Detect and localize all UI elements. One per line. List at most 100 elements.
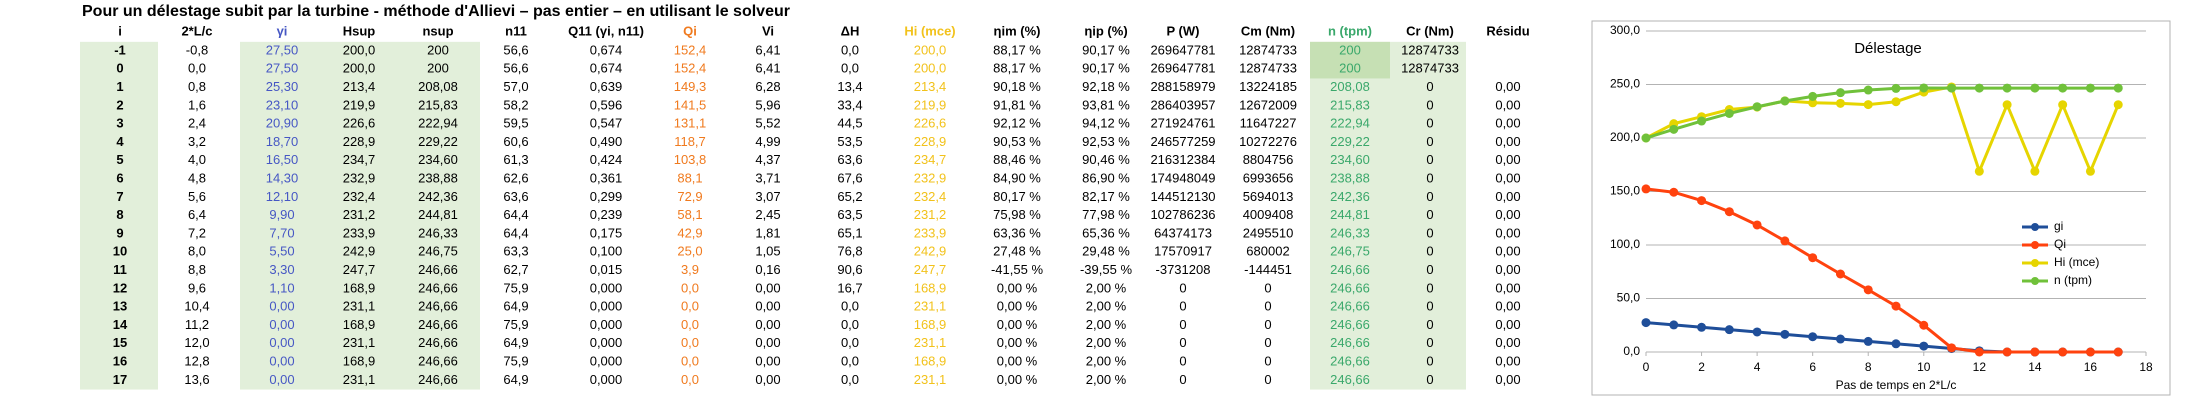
table-cell: 0,674 [590,61,623,76]
legend-label: gi [2054,219,2063,233]
table-cell: 246,66 [418,354,458,369]
table-cell: 174948049 [1150,171,1215,186]
x-axis-label: Pas de temps en 2*L/c [1836,378,1957,392]
table-cell: 0,00 [1495,171,1520,186]
x-tick-label: 18 [2139,360,2153,374]
table-cell: 92,53 % [1082,134,1130,149]
table-cell: 2,00 % [1086,372,1127,387]
table-cell: 57,0 [503,79,528,94]
column-header: Hsup [343,23,376,38]
point [1863,85,1873,95]
table-cell: 75,9 [503,317,528,332]
legend-label: Hi (mce) [2054,255,2099,269]
table-cell: 6,28 [755,79,780,94]
table-cell: 2,00 % [1086,280,1127,295]
point [1780,96,1790,106]
table-cell: 0,000 [590,299,623,314]
table-cell: 11647227 [1240,116,1297,131]
table-cell: 75,9 [503,354,528,369]
table-cell: 0 [1264,299,1271,314]
point [1752,220,1762,230]
table-cell: 7 [116,189,123,204]
table-cell: 13224185 [1239,79,1297,94]
point [1808,91,1818,101]
table-cell: 2,4 [188,116,206,131]
point [2058,83,2068,93]
table-cell: 3 [116,116,123,131]
table-cell: 0 [1426,225,1433,240]
table-cell: 0 [1426,171,1433,186]
table-cell: 208,08 [1330,79,1370,94]
table-cell: 226,6 [914,116,947,131]
point [2058,100,2068,110]
legend-marker [2031,241,2039,249]
point [1974,166,1984,176]
cell-shade [80,41,158,390]
table-cell: 6 [116,171,123,186]
table-cell: 72,9 [677,189,702,204]
x-tick-label: 0 [1643,360,1650,374]
table-cell: 2,00 % [1086,335,1127,350]
column-header: P (W) [1167,23,1200,38]
table-cell: 0 [1179,280,1186,295]
point [1780,236,1790,246]
cell-shade [1310,41,1466,390]
table-cell: 91,81 % [993,97,1041,112]
table-cell: 8804756 [1243,152,1294,167]
table-cell: 200 [1339,61,1361,76]
table-cell: 0,00 [1495,372,1520,387]
table-cell: 64374173 [1154,225,1212,240]
point [2113,100,2123,110]
point [1641,184,1651,194]
legend-marker [2031,223,2039,231]
point [1724,325,1734,335]
table-cell: 88,46 % [993,152,1041,167]
x-tick-label: 6 [1809,360,1816,374]
point [1808,253,1818,263]
table-cell: 63,6 [837,152,862,167]
table-cell: 246,66 [418,317,458,332]
point [1669,124,1679,134]
point [1863,100,1873,110]
point [1724,207,1734,217]
table-cell: 90,46 % [1082,152,1130,167]
table-cell: 0 [1426,189,1433,204]
table-cell: 152,4 [674,42,707,57]
legend-marker [2031,277,2039,285]
table-cell: 3,9 [681,262,699,277]
table-cell: 234,7 [914,152,947,167]
table-cell: 231,1 [914,372,947,387]
x-tick-label: 12 [1973,360,1987,374]
table-cell: 0,0 [841,299,859,314]
table-cell: 0,16 [755,262,780,277]
table-cell: 5,96 [755,97,780,112]
point [1641,318,1651,328]
table-cell: 246,75 [1330,244,1370,259]
table-cell: 3,2 [188,134,206,149]
table-cell: 4,0 [188,152,206,167]
table-cell: 0 [1426,97,1433,112]
table-cell: 64,9 [503,335,528,350]
table-cell: 168,9 [343,280,376,295]
table-cell: 0,00 [1495,152,1520,167]
table-cell: 2,00 % [1086,354,1127,369]
table-cell: 0,00 [269,354,294,369]
point [1891,301,1901,311]
table-cell: 61,3 [503,152,528,167]
table-cell: 0,00 [269,372,294,387]
table-cell: 246,66 [1330,299,1370,314]
table-cell: 27,50 [266,42,299,57]
table-cell: 231,1 [343,335,376,350]
table-cell: 0 [1426,317,1433,332]
table-cell: 244,81 [1330,207,1370,222]
point [2085,83,2095,93]
table-cell: 17 [113,372,127,387]
column-header: n11 [505,23,527,38]
point [1697,322,1707,332]
table-cell: 149,3 [674,79,707,94]
table-cell: 0 [1426,244,1433,259]
table-cell: 246,33 [418,225,458,240]
table-cell: 0 [1264,317,1271,332]
table-cell: 12874733 [1401,61,1459,76]
table-cell: 63,3 [503,244,528,259]
